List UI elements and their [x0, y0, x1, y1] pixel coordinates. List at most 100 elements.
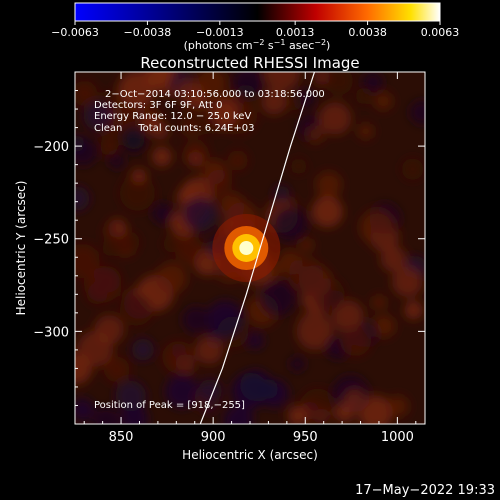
colorbar-tick-label: −0.0063 [51, 26, 99, 39]
noise-blob [359, 209, 396, 245]
colorbar-unit-label: (photons cm−2 s−1 asec−2) [184, 38, 331, 52]
noise-blob [357, 123, 374, 140]
colorbar-tick-label: −0.0038 [124, 26, 172, 39]
colorbar-ticks: −0.0063 −0.0038 −0.0013 0.0013 0.0038 0.0063 [51, 21, 459, 39]
x-tick-label: 1000 [381, 430, 414, 445]
noise-blob [299, 311, 317, 329]
noise-blob [318, 102, 352, 135]
colorbar: −0.0063 −0.0038 −0.0013 0.0013 0.0038 0.0063 … [51, 2, 459, 52]
noise-blob [371, 295, 387, 310]
source-peak [239, 241, 254, 255]
noise-blob [315, 171, 342, 198]
noise-blob [287, 256, 324, 293]
noise-blob [105, 124, 127, 146]
noise-blob [187, 151, 204, 167]
colorbar-tick-label: 0.0038 [348, 26, 387, 39]
peak-position-label: Position of Peak = [918,−255] [94, 400, 245, 411]
noise-blob [75, 186, 90, 211]
chart-title: Reconstructed RHESSI Image [140, 54, 359, 72]
noise-blob [182, 305, 210, 334]
noise-blob [246, 332, 264, 350]
noise-blob [263, 72, 301, 92]
timestamp: 17−May−2022 19:33 [355, 483, 495, 498]
noise-blob [181, 103, 199, 120]
y-tick-label: −200 [33, 140, 69, 155]
noise-blob [195, 72, 228, 99]
noise-blob [380, 246, 407, 272]
noise-blob [261, 89, 287, 115]
noise-blob [227, 150, 248, 171]
noise-blob [164, 374, 199, 409]
annotation-energy-range: Energy Range: 12.0 − 25.0 keV [94, 111, 251, 122]
annotation-time-range: 2−Oct−2014 03:10:56.000 to 03:18:56.000 [105, 89, 325, 100]
noise-blob [121, 125, 146, 150]
noise-blob [391, 266, 423, 297]
noise-blob [195, 336, 224, 365]
noise-blob [272, 206, 308, 242]
noise-blob [335, 403, 355, 423]
noise-blob [332, 300, 364, 332]
noise-blob [115, 380, 147, 412]
noise-blob [206, 300, 244, 338]
noise-blob [289, 356, 306, 372]
annotation-clean-counts: Clean Total counts: 6.24E+03 [94, 123, 254, 134]
noise-blob [285, 94, 302, 111]
noise-blob [151, 202, 174, 225]
noise-blob [119, 175, 156, 211]
x-tick-label: 900 [201, 430, 226, 445]
noise-blob [197, 114, 218, 135]
noise-blob [201, 159, 227, 185]
noise-blob [239, 369, 272, 402]
noise-blob [325, 72, 354, 95]
noise-blob [174, 235, 203, 264]
noise-blob [401, 158, 424, 181]
noise-blob [372, 314, 396, 338]
noise-blob [409, 100, 425, 125]
noise-blob [311, 195, 344, 228]
noise-blob [102, 237, 123, 257]
noise-blob [179, 114, 202, 138]
noise-blob [75, 398, 95, 422]
noise-blob [131, 168, 147, 183]
noise-blob [94, 314, 124, 345]
noise-blob [83, 101, 114, 131]
y-axis-ticks: −200 −250 −300 [33, 71, 425, 406]
noise-blob [163, 235, 180, 253]
colorbar-tick-label: 0.0063 [421, 26, 460, 39]
noise-blob [92, 406, 121, 424]
noise-blob [151, 146, 172, 167]
noise-blob [299, 237, 314, 252]
hot-source [212, 214, 281, 282]
info-annotations: 2−Oct−2014 03:10:56.000 to 03:18:56.000 … [94, 89, 325, 411]
noise-blob [116, 103, 147, 135]
noise-blob [156, 262, 188, 294]
noise-blob [75, 80, 98, 106]
noise-blob [374, 91, 393, 111]
noise-blob [131, 338, 155, 361]
noise-blob [362, 72, 384, 93]
annotation-detectors: Detectors: 3F 6F 9F, Att 0 [94, 100, 222, 111]
noise-blob [218, 192, 245, 220]
noise-blob [142, 115, 159, 132]
noise-blob [162, 341, 195, 374]
noise-blob [306, 125, 325, 144]
noise-blob [340, 325, 371, 357]
noise-blob [287, 405, 309, 424]
noise-blob [259, 279, 296, 316]
noise-blob [144, 72, 173, 88]
y-axis-label: Heliocentric Y (arcsec) [14, 181, 28, 316]
y-tick-label: −300 [33, 325, 69, 340]
noise-blob [290, 158, 307, 175]
noise-blob [404, 301, 423, 320]
y-tick-label: −250 [33, 233, 69, 248]
noise-blob [223, 405, 254, 424]
colorbar-gradient [74, 2, 441, 22]
noise-blob [232, 72, 264, 98]
colorbar-tick-label: −0.0013 [196, 26, 244, 39]
noise-blob [182, 196, 218, 232]
noise-blob [118, 72, 156, 109]
plot-area [75, 72, 425, 424]
noise-blob [119, 232, 140, 252]
noise-blob [104, 356, 130, 383]
